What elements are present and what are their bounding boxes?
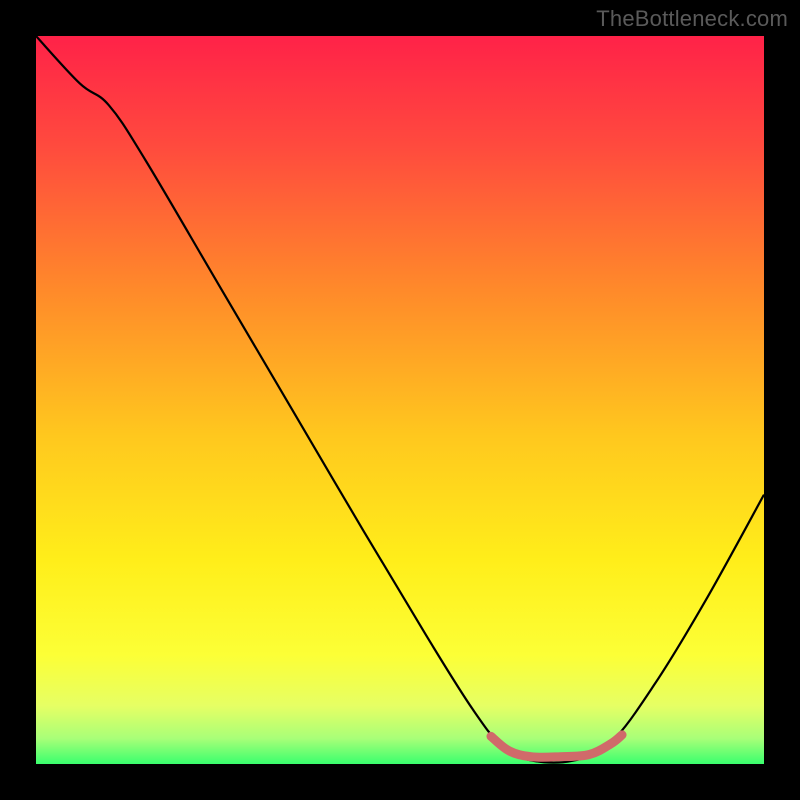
plot-background bbox=[36, 36, 764, 764]
watermark-text: TheBottleneck.com bbox=[596, 6, 788, 32]
bottleneck-chart bbox=[0, 0, 800, 800]
